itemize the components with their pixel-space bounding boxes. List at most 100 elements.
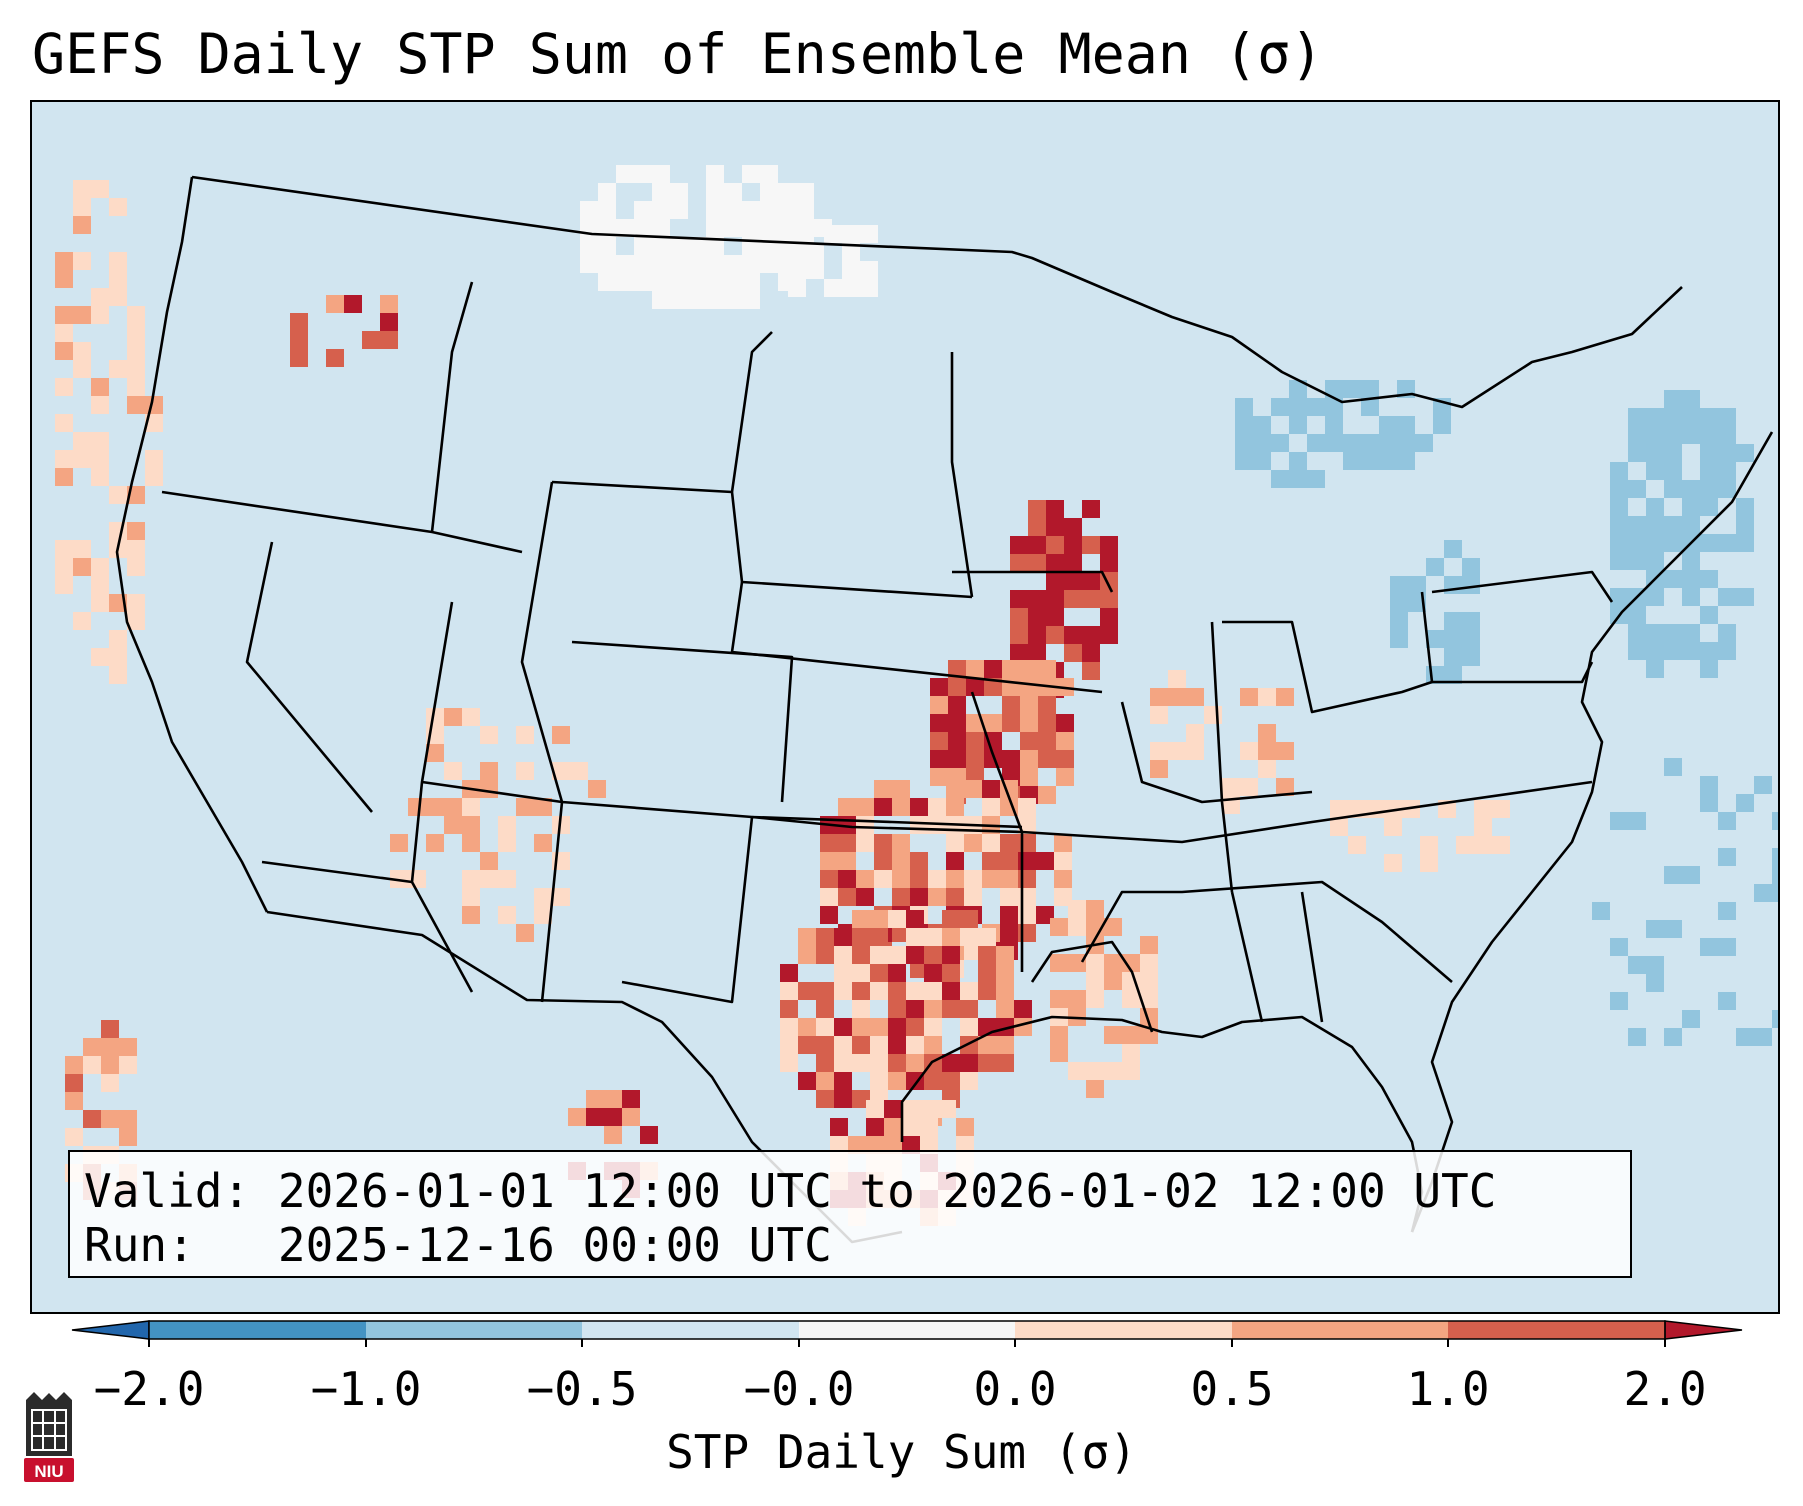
anomaly-cell [426, 744, 444, 762]
anomaly-cell [1082, 644, 1100, 662]
anomaly-cell [462, 870, 480, 888]
anomaly-cell [1610, 534, 1628, 552]
anomaly-cell [616, 255, 634, 273]
anomaly-cell [1068, 900, 1086, 918]
anomaly-cell [1000, 924, 1018, 942]
anomaly-cell [1307, 470, 1325, 488]
anomaly-cell [1140, 954, 1158, 972]
anomaly-cell [1700, 938, 1718, 956]
anomaly-cell [724, 201, 742, 219]
anomaly-cell [834, 1018, 852, 1036]
anomaly-cell [870, 1054, 888, 1072]
anomaly-cell [652, 219, 670, 237]
anomaly-cell [796, 219, 814, 237]
anomaly-cell [1736, 938, 1754, 956]
anomaly-cell [1050, 1044, 1068, 1062]
anomaly-cell [1325, 434, 1343, 452]
anomaly-cell [780, 1018, 798, 1036]
anomaly-cell [127, 594, 145, 612]
anomaly-cell [1682, 426, 1700, 444]
anomaly-cell [816, 1036, 834, 1054]
anomaly-cell [652, 273, 670, 291]
anomaly-cell [1664, 920, 1682, 938]
anomaly-cell [942, 946, 960, 964]
anomaly-cell [892, 780, 910, 798]
anomaly-cell [1700, 1028, 1718, 1046]
anomaly-cell [1122, 990, 1140, 1008]
anomaly-cell [1010, 554, 1028, 572]
anomaly-cell [816, 1018, 834, 1036]
anomaly-cell [1000, 834, 1018, 852]
colorbar-tick-label: −2.0 [93, 1362, 205, 1416]
anomaly-cell [534, 906, 552, 924]
anomaly-cell [888, 1036, 906, 1054]
anomaly-cell [1664, 426, 1682, 444]
colorbar-tick-label: −1.0 [310, 1362, 422, 1416]
anomaly-cell [1682, 1010, 1700, 1028]
anomaly-cell [1628, 642, 1646, 660]
anomaly-cell [1054, 888, 1072, 906]
anomaly-cell [724, 273, 742, 291]
anomaly-cell [1046, 626, 1064, 644]
anomaly-cell [842, 261, 860, 279]
anomaly-cell [1028, 644, 1046, 662]
anomaly-cell [892, 924, 910, 942]
anomaly-cell [127, 360, 145, 378]
anomaly-cell [1379, 434, 1397, 452]
anomaly-cell [1056, 714, 1074, 732]
anomaly-cell [83, 1038, 101, 1056]
anomaly-cell [760, 165, 778, 183]
anomaly-cell [910, 816, 928, 834]
anomaly-cell [1150, 742, 1168, 760]
anomaly-cell [1628, 606, 1646, 624]
anomaly-cell [820, 852, 838, 870]
anomaly-cell [462, 708, 480, 726]
anomaly-cell [1002, 750, 1020, 768]
anomaly-cell [820, 906, 838, 924]
anomaly-cell [1325, 380, 1343, 398]
anomaly-cell [1307, 434, 1325, 452]
anomaly-cell [906, 910, 924, 928]
anomaly-cell [1397, 434, 1415, 452]
anomaly-cell [1056, 732, 1074, 750]
anomaly-cell [870, 1072, 888, 1090]
anomaly-cell [1610, 552, 1628, 570]
anomaly-cell [1772, 866, 1778, 884]
anomaly-cell [780, 1000, 798, 1018]
anomaly-cell [1204, 706, 1222, 724]
anomaly-cell [1682, 776, 1700, 794]
anomaly-cell [1646, 920, 1664, 938]
anomaly-cell [906, 1054, 924, 1072]
anomaly-cell [930, 768, 948, 786]
anomaly-cell [978, 928, 996, 946]
anomaly-cell [1772, 794, 1778, 812]
anomaly-cell [1068, 990, 1086, 1008]
anomaly-cell [820, 888, 838, 906]
anomaly-cell [1150, 760, 1168, 778]
anomaly-cell [1028, 518, 1046, 536]
anomaly-cell [91, 468, 109, 486]
anomaly-cell [788, 279, 806, 297]
anomaly-cell [742, 165, 760, 183]
anomaly-cell [552, 888, 570, 906]
anomaly-cell [426, 798, 444, 816]
anomaly-cell [874, 834, 892, 852]
anomaly-cell [860, 279, 878, 297]
anomaly-cell [856, 834, 874, 852]
anomaly-cell [1456, 836, 1474, 854]
atlantic-coastline [1410, 431, 1774, 1233]
anomaly-cell [109, 198, 127, 216]
anomaly-cell [426, 708, 444, 726]
anomaly-cell [127, 396, 145, 414]
anomaly-cell [480, 780, 498, 798]
anomaly-cell [73, 450, 91, 468]
anomaly-cell [874, 780, 892, 798]
anomaly-cell [65, 1056, 83, 1074]
anomaly-cell [1343, 380, 1361, 398]
anomaly-cell [942, 928, 960, 946]
anomaly-cell [1397, 452, 1415, 470]
anomaly-cell [1646, 758, 1664, 776]
anomaly-cell [942, 1072, 960, 1090]
anomaly-cell [1682, 498, 1700, 516]
anomaly-cell [996, 1018, 1014, 1036]
